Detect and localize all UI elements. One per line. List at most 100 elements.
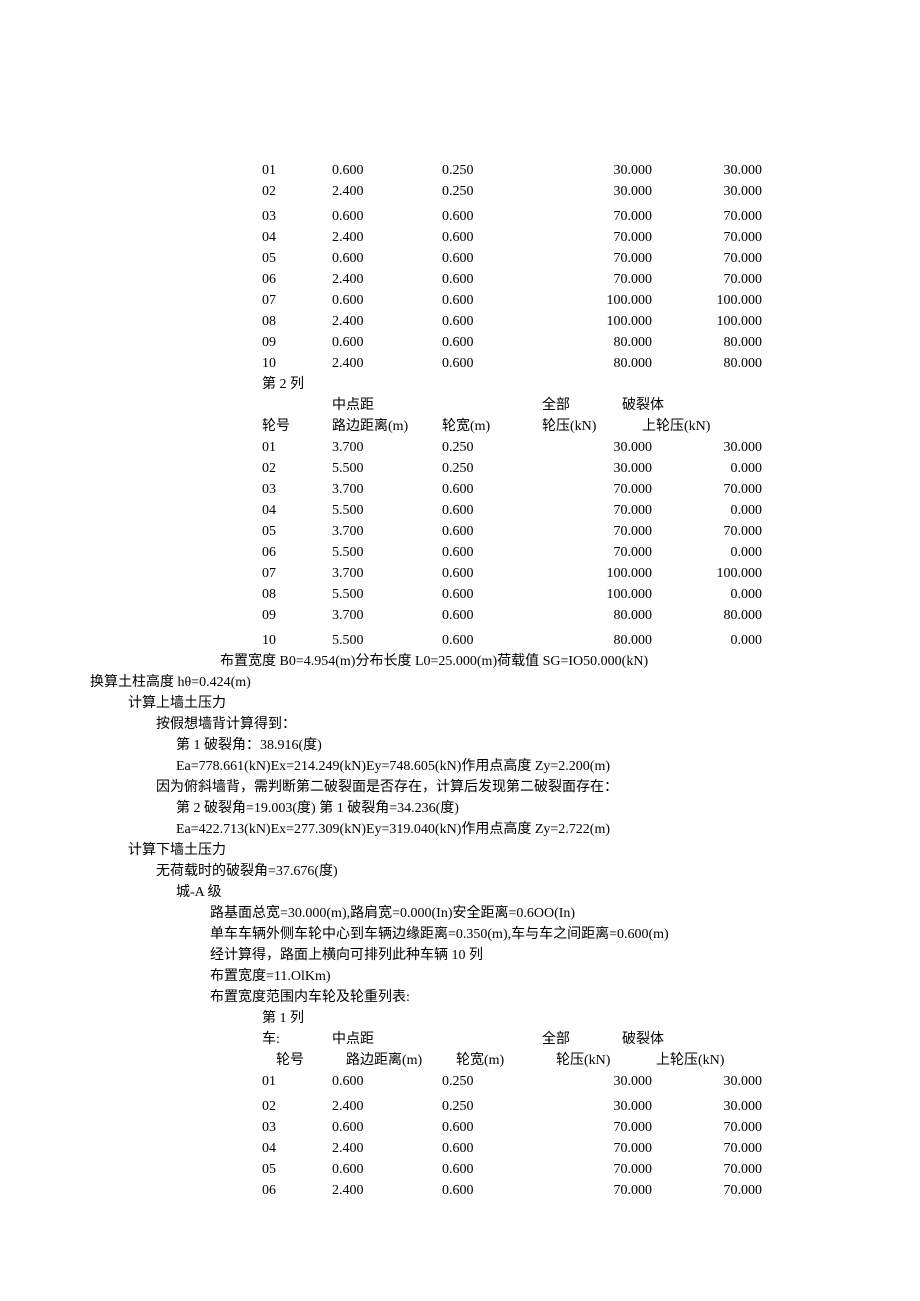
cell-upper: 100.000	[652, 563, 762, 584]
cell-wheel-no: 10	[262, 630, 332, 651]
cell-upper: 30.000	[652, 437, 762, 458]
table-row: 073.7000.600100.000100.000	[262, 563, 830, 584]
cell-mid: 2.400	[332, 181, 442, 202]
cell-wheel-no: 10	[262, 353, 332, 374]
cell-mid: 5.500	[332, 458, 442, 479]
cell-upper: 70.000	[652, 269, 762, 290]
cell-upper: 30.000	[652, 181, 762, 202]
text-line: 计算下墙土压力	[128, 840, 830, 861]
cell-mid: 5.500	[332, 584, 442, 605]
wheel-table-2-header: 车: 中点距 全部 破裂体 轮号 路边距离(m) 轮宽(m) 轮压(kN) 上轮…	[262, 1029, 830, 1071]
text-line: 布置宽度=11.OlKm)	[210, 966, 830, 987]
cell-press: 70.000	[542, 1180, 652, 1201]
cell-width: 0.600	[442, 332, 542, 353]
cell-mid: 3.700	[332, 605, 442, 626]
table-row: 025.5000.25030.0000.000	[262, 458, 830, 479]
text-line: 计算上墙土压力	[128, 693, 830, 714]
cell-wheel-no: 09	[262, 605, 332, 626]
text-line: 路基面总宽=30.000(m),路肩宽=0.000(In)安全距离=0.6OO(…	[210, 903, 830, 924]
hdr-crack-top: 破裂体	[622, 395, 712, 416]
cell-mid: 5.500	[332, 542, 442, 563]
cell-upper: 70.000	[652, 248, 762, 269]
cell-upper: 70.000	[652, 227, 762, 248]
cell-wheel-no: 06	[262, 269, 332, 290]
hdr-mid-top: 中点距	[332, 1029, 442, 1050]
cell-width: 0.600	[442, 353, 542, 374]
cell-wheel-no: 02	[262, 458, 332, 479]
cell-wheel-no: 06	[262, 1180, 332, 1201]
cell-upper: 30.000	[652, 1096, 762, 1117]
cell-press: 70.000	[542, 521, 652, 542]
text-line: Ea=778.661(kN)Ex=214.249(kN)Ey=748.605(k…	[176, 756, 830, 777]
cell-mid: 0.600	[332, 1071, 442, 1092]
cell-mid: 0.600	[332, 332, 442, 353]
cell-wheel-no: 01	[262, 437, 332, 458]
cell-press: 100.000	[542, 563, 652, 584]
cell-width: 0.600	[442, 311, 542, 332]
cell-mid: 5.500	[332, 500, 442, 521]
hdr-upper: 上轮压(kN)	[656, 1050, 756, 1071]
cell-wheel-no: 01	[262, 1071, 332, 1092]
cell-wheel-no: 04	[262, 500, 332, 521]
text-line: 经计算得，路面上横向可排列此种车辆 10 列	[210, 945, 830, 966]
cell-press: 70.000	[542, 248, 652, 269]
wheel-table-2-col-1: 010.6000.25030.00030.000022.4000.25030.0…	[262, 1071, 830, 1201]
cell-press: 30.000	[542, 181, 652, 202]
table-row: 065.5000.60070.0000.000	[262, 542, 830, 563]
cell-press: 70.000	[542, 206, 652, 227]
cell-press: 30.000	[542, 437, 652, 458]
table-row: 030.6000.60070.00070.000	[262, 206, 830, 227]
cell-upper: 0.000	[652, 630, 762, 651]
cell-wheel-no: 05	[262, 521, 332, 542]
text-line: 按假想墙背计算得到：	[156, 714, 830, 735]
hdr-press: 轮压(kN)	[556, 1050, 656, 1071]
cell-upper: 100.000	[652, 311, 762, 332]
text-line: 城-A 级	[176, 882, 830, 903]
cell-mid: 0.600	[332, 160, 442, 181]
cell-press: 100.000	[542, 311, 652, 332]
cell-wheel-no: 01	[262, 160, 332, 181]
table-row: 013.7000.25030.00030.000	[262, 437, 830, 458]
cell-width: 0.600	[442, 563, 542, 584]
text-line: 第 2 破裂角=19.003(度) 第 1 破裂角=34.236(度)	[176, 798, 830, 819]
cell-press: 80.000	[542, 353, 652, 374]
table-row: 062.4000.60070.00070.000	[262, 1180, 830, 1201]
table-row: 050.6000.60070.00070.000	[262, 1159, 830, 1180]
wheel-table-1-col-2: 013.7000.25030.00030.000025.5000.25030.0…	[262, 437, 830, 651]
text-line: 单车车辆外侧车轮中心到车辆边缘距离=0.350(m),车与车之间距离=0.600…	[210, 924, 830, 945]
cell-width: 0.600	[442, 500, 542, 521]
cell-press: 70.000	[542, 542, 652, 563]
cell-width: 0.600	[442, 479, 542, 500]
table-row: 042.4000.60070.00070.000	[262, 227, 830, 248]
cell-press: 100.000	[542, 584, 652, 605]
cell-mid: 3.700	[332, 437, 442, 458]
cell-press: 70.000	[542, 1159, 652, 1180]
cell-mid: 3.700	[332, 563, 442, 584]
cell-mid: 2.400	[332, 1096, 442, 1117]
text-line: 布置宽度范围内车轮及轮重列表:	[210, 987, 830, 1008]
cell-mid: 2.400	[332, 1180, 442, 1201]
cell-upper: 70.000	[652, 1138, 762, 1159]
table-row: 010.6000.25030.00030.000	[262, 1071, 830, 1092]
table-row: 102.4000.60080.00080.000	[262, 353, 830, 374]
layout-summary: 布置宽度 B0=4.954(m)分布长度 L0=25.000(m)荷载值 SG=…	[220, 651, 830, 672]
text-line: 无荷载时的破裂角=37.676(度)	[156, 861, 830, 882]
cell-mid: 0.600	[332, 248, 442, 269]
cell-press: 70.000	[542, 479, 652, 500]
cell-wheel-no: 03	[262, 479, 332, 500]
cell-mid: 2.400	[332, 269, 442, 290]
cell-upper: 80.000	[652, 353, 762, 374]
cell-width: 0.600	[442, 1159, 542, 1180]
cell-width: 0.600	[442, 542, 542, 563]
column-1-label: 第 1 列	[262, 1008, 830, 1029]
hdr-all-top: 全部	[542, 1029, 622, 1050]
cell-upper: 70.000	[652, 206, 762, 227]
cell-upper: 70.000	[652, 1117, 762, 1138]
cell-press: 80.000	[542, 630, 652, 651]
cell-width: 0.600	[442, 521, 542, 542]
cell-press: 70.000	[542, 227, 652, 248]
cell-upper: 70.000	[652, 1159, 762, 1180]
cell-width: 0.600	[442, 206, 542, 227]
cell-press: 70.000	[542, 269, 652, 290]
table-row: 045.5000.60070.0000.000	[262, 500, 830, 521]
